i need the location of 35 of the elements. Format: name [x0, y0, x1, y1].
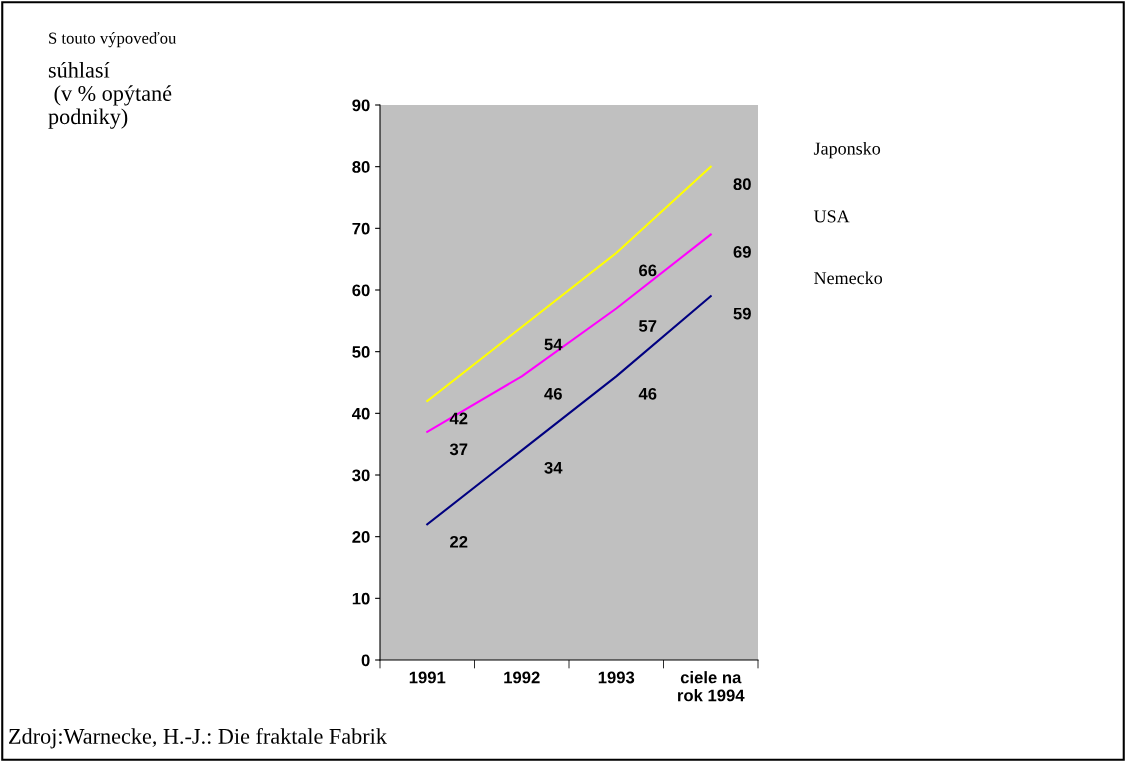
data-label: 80: [733, 178, 751, 191]
line-series: [426, 233, 712, 433]
text: USA: [813, 210, 850, 223]
x-tick-label: ciele na rok 1994: [678, 671, 745, 702]
data-label: 34: [544, 461, 563, 474]
y-tick-label: 10: [352, 592, 370, 605]
text: Japonsko: [813, 141, 881, 159]
y-tick-label: 70: [352, 222, 370, 235]
x-tick-label: 1993: [598, 671, 635, 684]
x-tick-label: 1991: [409, 671, 446, 684]
data-label: 59: [733, 307, 751, 320]
data-label: 66: [639, 264, 657, 277]
y-tick-label: 80: [352, 161, 370, 173]
line-series: [426, 165, 712, 403]
data-label: 46: [638, 387, 657, 400]
y-tick-label: 20: [352, 531, 370, 543]
data-label: 69: [733, 246, 751, 258]
text: Nemecko: [814, 271, 883, 285]
y-tick-label: 90: [352, 99, 370, 112]
y-tick-label: 60: [352, 284, 370, 297]
line-series: [426, 295, 712, 526]
y-tick-label: 50: [352, 346, 370, 358]
y-tick-label: 30: [352, 469, 370, 482]
x-tick-label: 1992: [504, 671, 540, 684]
text: Zdroj:Warnecke, H.-J.: Die fraktale Fabrik: [9, 728, 387, 749]
text: súhlasí (v % opýtané podniky): [48, 61, 172, 129]
y-tick-label: 40: [351, 407, 370, 420]
data-label: 37: [449, 443, 468, 456]
data-label: 57: [638, 320, 657, 332]
text: S touto výpoveďou: [49, 32, 177, 48]
data-label: 46: [544, 387, 562, 400]
y-tick-label: 0: [361, 654, 370, 667]
data-label: 22: [450, 535, 468, 548]
data-label: 42: [449, 412, 468, 425]
data-label: 54: [544, 338, 563, 351]
